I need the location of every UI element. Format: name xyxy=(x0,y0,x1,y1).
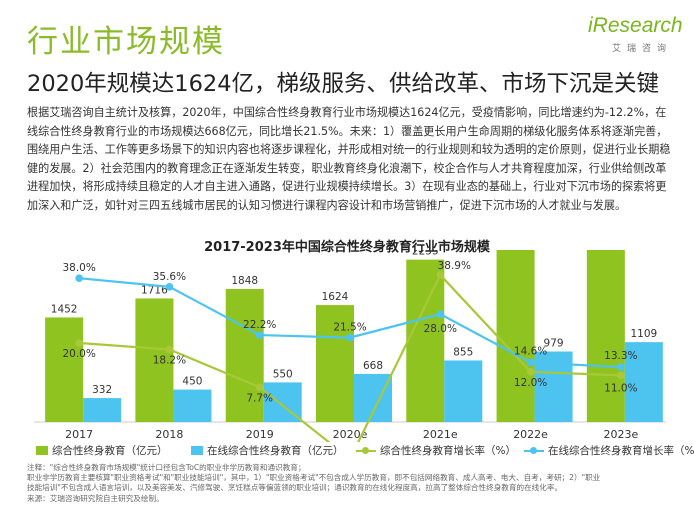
bar-offline xyxy=(45,317,84,422)
bar-online xyxy=(444,360,483,422)
bar-offline xyxy=(316,305,354,422)
chart-notes: 注释："综合性终身教育市场规模"统计口径包含ToC的职业非学历教育和通识教育； … xyxy=(27,463,647,504)
logo-subtext: 艾瑞咨询 xyxy=(612,44,673,54)
bar-value-label: 1452 xyxy=(51,303,78,315)
growth-label: 22.2% xyxy=(243,319,276,331)
note-line: 注释："综合性终身教育市场规模"统计口径包含ToC的职业非学历教育和通识教育； xyxy=(27,463,306,472)
growth-label: 18.2% xyxy=(153,354,186,366)
bar-value-label: 1624 xyxy=(322,291,349,303)
growth-label: 13.3% xyxy=(604,350,637,362)
note-line: 职业非学历教育主要核算"职业资格考试"和"职业技能培训"，其中，1）"职业资格考… xyxy=(27,473,601,483)
summary-paragraph: 根据艾瑞咨询自主统计及核算，2020年，中国综合性终身教育行业市场规模达1624… xyxy=(27,106,671,212)
bar-value-label: 550 xyxy=(273,368,293,380)
bar-offline xyxy=(135,298,174,422)
bar-value-label: 668 xyxy=(363,360,383,372)
growth-point xyxy=(436,310,445,318)
legend-swatch xyxy=(524,446,544,456)
growth-point xyxy=(165,283,174,291)
chart-title: 2017-2023年中国综合性终身教育行业市场规模 xyxy=(204,240,490,255)
bar-value-label: 2255 xyxy=(412,250,439,258)
bar-offline xyxy=(225,288,264,422)
growth-point xyxy=(75,339,83,347)
legend-label: 综合性终身教育（亿元） xyxy=(52,445,168,457)
x-tick-label: 2018 xyxy=(155,428,183,441)
growth-label: 35.6% xyxy=(153,271,186,283)
growth-point xyxy=(526,368,535,376)
growth-point xyxy=(75,274,83,282)
legend-item-online-bar: 在线综合性终身教育（亿元） xyxy=(191,443,344,458)
bar-online xyxy=(173,389,212,422)
growth-point xyxy=(436,271,445,279)
market-size-chart: 1452 332 2017 1716 450 2018 1848 550 2019 1624 668… xyxy=(34,250,666,442)
x-tick-label: 2019 xyxy=(246,428,274,441)
page-subtitle: 2020年规模达1624亿，梯级服务、供给改革、市场下沉是关键 xyxy=(27,71,660,97)
legend-item-offline-bar: 综合性终身教育（亿元） xyxy=(36,443,168,458)
bar-value-label: 450 xyxy=(182,376,202,388)
growth-point xyxy=(346,333,354,342)
growth-label: 21.5% xyxy=(333,322,366,334)
note-line: 来源：艾瑞咨询研究院自主研究及绘制。 xyxy=(27,493,164,503)
growth-label: 12.0% xyxy=(514,377,547,389)
bar-value-label: 979 xyxy=(544,338,564,350)
legend-label: 在线综合性终身教育增长率（%） xyxy=(548,445,694,457)
growth-point xyxy=(165,345,174,354)
iresearch-logo: iResearch 艾瑞咨询 xyxy=(588,14,683,54)
growth-label: 20.0% xyxy=(62,348,95,360)
legend-swatch xyxy=(191,446,203,455)
legend-item-offline-growth: 综合性终身教育增长率（%） xyxy=(356,443,516,458)
legend-swatch xyxy=(36,446,48,455)
x-tick-label: 2021e xyxy=(423,428,458,441)
x-tick-label: 2022e xyxy=(513,428,548,441)
logo-wordmark: iResearch xyxy=(588,14,683,37)
bar-online xyxy=(83,398,122,422)
x-tick-label: 2017 xyxy=(65,428,93,441)
growth-point xyxy=(617,371,625,380)
growth-point xyxy=(255,383,264,392)
legend-label: 综合性终身教育增长率（%） xyxy=(380,445,516,457)
growth-point xyxy=(526,358,535,367)
x-tick-label: 2020e xyxy=(333,428,368,441)
growth-label: 38.9% xyxy=(438,260,471,272)
note-line: 技能培训"不包含成人语言培训，以及美容美发、汽修驾驶、烹饪糕点等偏蓝领的职业培训… xyxy=(27,483,563,493)
legend-item-online-growth: 在线综合性终身教育增长率（%） xyxy=(524,443,694,458)
page-title: 行业市场规模 xyxy=(27,24,225,60)
bar-value-label: 1848 xyxy=(231,275,258,287)
bar-value-label: 1716 xyxy=(141,284,168,296)
chart-legend: 综合性终身教育（亿元） 在线综合性终身教育（亿元） 综合性终身教育增长率（%） … xyxy=(36,443,694,461)
bar-online xyxy=(624,342,663,422)
bar-offline xyxy=(586,250,625,422)
growth-label: 14.6% xyxy=(514,345,547,357)
bar-value-label: 1109 xyxy=(630,328,657,340)
growth-label: 7.7% xyxy=(246,392,273,404)
bar-offline xyxy=(406,259,445,422)
legend-swatch xyxy=(356,446,376,456)
growth-label: 38.0% xyxy=(62,262,95,274)
bar-value-label: 855 xyxy=(453,346,473,358)
legend-label: 在线综合性终身教育（亿元） xyxy=(207,445,344,457)
growth-point xyxy=(617,363,625,371)
bar-online xyxy=(354,373,392,422)
growth-label: 28.0% xyxy=(424,323,457,335)
growth-point xyxy=(255,331,264,339)
bar-value-label: 332 xyxy=(92,384,112,396)
x-tick-label: 2023e xyxy=(603,428,638,441)
bar-offline xyxy=(496,250,535,422)
growth-label: 11.0% xyxy=(604,382,637,394)
